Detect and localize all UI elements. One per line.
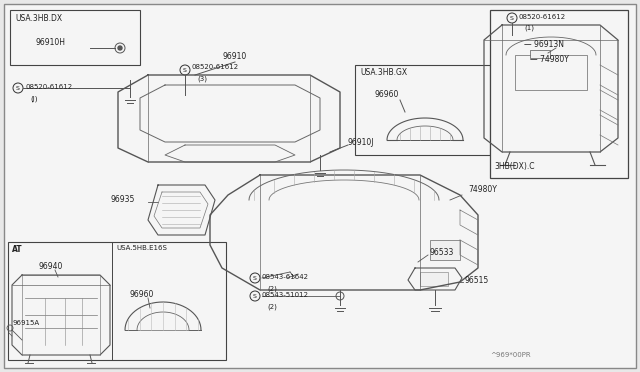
Text: 96910: 96910: [223, 52, 247, 61]
Bar: [10, 10, 140, 65]
Text: 3HB(DX).C: 3HB(DX).C: [494, 162, 534, 171]
Bar: [515, 55, 587, 90]
Text: 08543-61642: 08543-61642: [262, 274, 309, 280]
Text: S: S: [253, 294, 257, 298]
Text: 08520-61612: 08520-61612: [192, 64, 239, 70]
Bar: [430, 240, 460, 260]
Text: USA.3HB.GX: USA.3HB.GX: [360, 68, 407, 77]
Bar: [490, 10, 628, 178]
Text: 96515: 96515: [465, 276, 489, 285]
Text: (2): (2): [267, 303, 277, 310]
Text: 96910H: 96910H: [35, 38, 65, 47]
Text: 96533: 96533: [430, 248, 454, 257]
Text: 96935: 96935: [110, 195, 134, 204]
Text: USA.3HB.DX: USA.3HB.DX: [15, 14, 62, 23]
Text: (3): (3): [197, 75, 207, 81]
Text: (J): (J): [30, 95, 38, 102]
Bar: [8, 242, 226, 360]
Text: — 74980Y: — 74980Y: [530, 55, 569, 64]
Text: 08520-61612: 08520-61612: [25, 84, 72, 90]
Text: 96960: 96960: [375, 90, 399, 99]
Text: 96915A: 96915A: [12, 320, 39, 326]
Bar: [530, 50, 550, 58]
Text: 74980Y: 74980Y: [468, 185, 497, 194]
Text: 08543-51012: 08543-51012: [262, 292, 309, 298]
Text: 96910J: 96910J: [348, 138, 374, 147]
Text: 96940: 96940: [38, 262, 62, 271]
Text: S: S: [183, 67, 187, 73]
Bar: [355, 65, 490, 155]
Text: S: S: [253, 276, 257, 280]
Text: (2): (2): [267, 285, 277, 292]
Text: USA.5HB.E16S: USA.5HB.E16S: [116, 245, 167, 251]
Text: S: S: [510, 16, 514, 20]
Bar: [420, 272, 448, 286]
Text: — 96913N: — 96913N: [524, 40, 564, 49]
Text: ^969*00PR: ^969*00PR: [490, 352, 531, 358]
Text: (1): (1): [524, 24, 534, 31]
Text: S: S: [16, 86, 20, 90]
Text: AT: AT: [12, 245, 22, 254]
Circle shape: [118, 46, 122, 50]
Text: 08520-61612: 08520-61612: [519, 14, 566, 20]
Text: 96960: 96960: [130, 290, 154, 299]
